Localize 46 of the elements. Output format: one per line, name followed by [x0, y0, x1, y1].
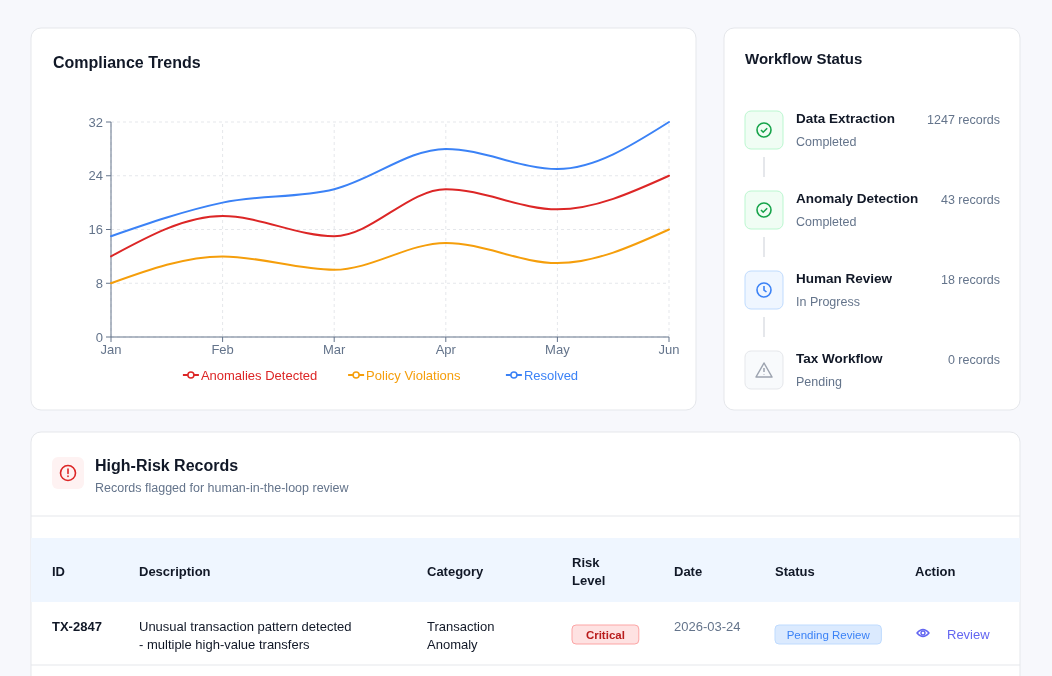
x-tick-label: May — [545, 342, 571, 357]
line-series — [110, 228, 670, 285]
text: Workflow Status — [745, 50, 863, 67]
legend-label: Policy Violations — [366, 367, 462, 383]
category-label: Action — [915, 563, 956, 579]
text: Transaction Anomaly — [427, 618, 495, 652]
text: Unusual transaction pattern detected - multiple high-value transfers — [139, 618, 352, 652]
x-tick-label: Jun — [658, 342, 680, 357]
text: 0 records — [947, 353, 1000, 367]
legend-label: Resolved — [523, 367, 579, 383]
x-tick-label: Mar — [323, 342, 347, 357]
x-tick-label: Apr — [435, 342, 457, 357]
text: 18 records — [940, 273, 1000, 287]
text: 43 records — [940, 193, 1000, 207]
text: Review — [947, 626, 991, 642]
y-tick-label: 24 — [88, 168, 103, 184]
category-label: Description — [139, 563, 211, 579]
y-tick-label: 8 — [95, 275, 103, 291]
text: Records flagged for human-in-the-loop review — [95, 481, 350, 495]
text: TX-2847 — [52, 618, 102, 634]
text: Anomaly Detection — [796, 191, 919, 206]
text: Critical — [585, 628, 625, 641]
text: 2026-03-24 — [674, 618, 741, 634]
text: Completed — [796, 215, 857, 229]
text: High-Risk Records — [95, 457, 239, 474]
category-label: Date — [674, 563, 703, 579]
text: Tax Workflow — [796, 351, 884, 366]
text: Pending Review — [786, 628, 871, 641]
chart-title: Compliance Trends — [53, 54, 201, 71]
y-tick-label: 32 — [88, 114, 103, 130]
text: Data Extraction — [796, 111, 896, 126]
text: 1247 records — [927, 113, 1000, 127]
text: Completed — [796, 135, 857, 149]
category-label: Status — [775, 563, 815, 579]
line-series — [110, 174, 670, 258]
y-tick-label: 0 — [95, 329, 103, 345]
y-tick-label: 16 — [88, 222, 103, 238]
x-tick-label: Feb — [211, 342, 234, 357]
category-label: ID — [52, 563, 65, 579]
text: Pending — [796, 375, 842, 389]
x-tick-label: Jan — [100, 342, 122, 357]
text: In Progress — [796, 295, 860, 309]
legend-label: Anomalies Detected — [200, 367, 318, 383]
text: Human Review — [796, 271, 893, 286]
category-label: Risk Level — [572, 554, 606, 588]
category-label: Category — [427, 563, 485, 579]
